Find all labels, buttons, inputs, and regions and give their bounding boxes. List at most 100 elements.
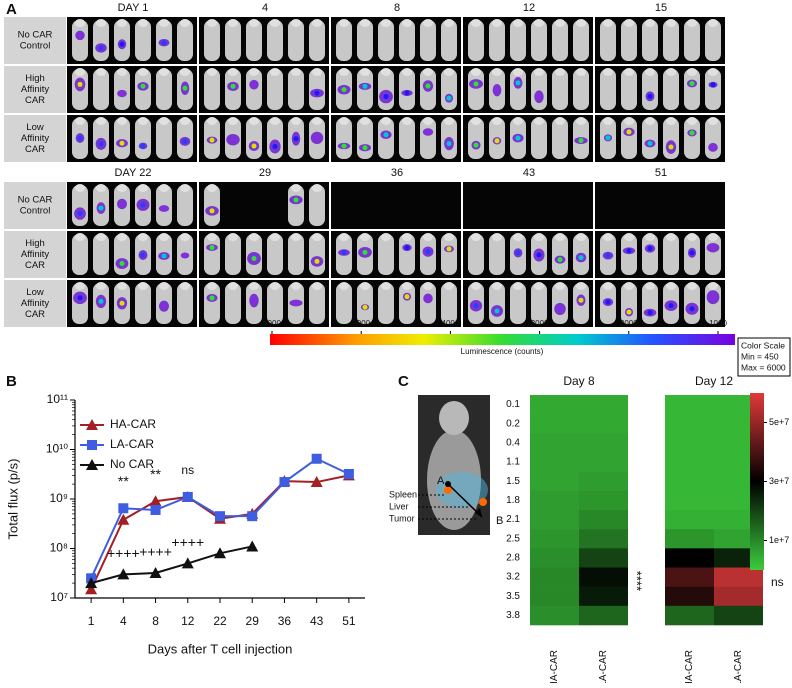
- signal: [446, 246, 452, 252]
- mouse-head: [381, 68, 391, 76]
- signal: [425, 295, 431, 301]
- mouse-head: [513, 233, 523, 241]
- row-label-box: [4, 280, 66, 327]
- mouse-head: [603, 233, 613, 241]
- marker: [182, 491, 193, 502]
- heatmap-cell: [665, 567, 714, 587]
- column-header: 8: [394, 2, 400, 14]
- signal: [404, 90, 410, 96]
- mouse-head: [138, 117, 148, 125]
- column-header: 15: [655, 2, 667, 14]
- mouse-head: [576, 19, 586, 27]
- mouse-head: [492, 68, 502, 76]
- signal: [362, 304, 368, 310]
- mouse: [357, 283, 373, 324]
- point-label: B: [496, 515, 503, 527]
- signal: [494, 308, 500, 314]
- mouse-head: [645, 68, 655, 76]
- signal: [119, 140, 125, 146]
- image-cell: [199, 17, 329, 64]
- mouse-head: [207, 68, 217, 76]
- mouse-head: [339, 117, 349, 125]
- heatmap-cell: [579, 490, 628, 511]
- mouse-head: [270, 19, 280, 27]
- image-cell: [67, 17, 197, 64]
- column-label: LA-CAR: [733, 650, 744, 683]
- signal: [515, 80, 521, 86]
- row-label: 0.2: [506, 418, 520, 429]
- row-label: 2.1: [506, 514, 520, 525]
- mouse-head: [381, 117, 391, 125]
- row-label: CAR: [25, 144, 45, 155]
- signal: [689, 81, 695, 87]
- mouse-head: [513, 19, 523, 27]
- mouse: [399, 234, 415, 275]
- mouse-head: [645, 282, 655, 290]
- signal: [77, 135, 83, 141]
- mouse-head: [138, 184, 148, 192]
- heatmap-cell: [665, 452, 714, 472]
- mouse-head: [402, 282, 412, 290]
- signal: [689, 306, 695, 312]
- y-tick-label: 10⁹: [50, 491, 69, 505]
- mouse-head: [207, 184, 217, 192]
- signal: [668, 144, 674, 150]
- signal: [578, 255, 584, 261]
- signal: [77, 32, 83, 38]
- row-label: Control: [20, 206, 51, 217]
- signal: [98, 45, 104, 51]
- mouse-head: [339, 19, 349, 27]
- mouse: [336, 283, 352, 324]
- mouse: [531, 283, 547, 324]
- significance: ns: [771, 575, 784, 589]
- annotation: **: [150, 466, 161, 482]
- mouse-head: [402, 233, 412, 241]
- heatmap-cell: [665, 471, 714, 492]
- mouse: [114, 69, 130, 110]
- color-scale-box: [737, 337, 791, 377]
- signal: [710, 82, 716, 88]
- mouse-head: [75, 117, 85, 125]
- image-cell: [595, 280, 725, 327]
- mouse-head: [555, 68, 565, 76]
- mouse: [288, 69, 304, 110]
- mouse-head: [555, 282, 565, 290]
- mouse-head: [423, 19, 433, 27]
- mouse-head: [228, 19, 238, 27]
- mouse-head: [645, 19, 655, 27]
- mouse-head: [117, 19, 127, 27]
- signal: [404, 245, 410, 251]
- signal: [98, 141, 104, 147]
- signal: [161, 253, 167, 259]
- mouse: [420, 118, 436, 159]
- color-scale-label: Luminescence (counts): [461, 347, 544, 356]
- mouse: [309, 185, 325, 226]
- marker: [310, 476, 323, 488]
- mouse-head: [75, 19, 85, 27]
- mouse-head: [96, 282, 106, 290]
- mouse-head: [402, 117, 412, 125]
- signal: [77, 81, 83, 87]
- mouse-head: [381, 233, 391, 241]
- mouse: [267, 69, 283, 110]
- mouse: [357, 20, 373, 61]
- x-tick-label: 51: [342, 614, 356, 628]
- mouse-head: [117, 68, 127, 76]
- organ-label: Tumor: [389, 513, 415, 523]
- mouse-head: [444, 117, 454, 125]
- column-header: 43: [523, 167, 535, 179]
- signal: [98, 205, 104, 211]
- mouse: [705, 20, 721, 61]
- mouse-head: [75, 282, 85, 290]
- image-cell: [331, 115, 461, 162]
- column-header: 51: [655, 167, 667, 179]
- signal: [140, 202, 146, 208]
- signal: [293, 300, 299, 306]
- mouse-head: [180, 184, 190, 192]
- heatmap-cell: [665, 490, 714, 511]
- color-scale-tick: 6000: [263, 319, 281, 328]
- mouse: [573, 69, 589, 110]
- mouse-head: [249, 68, 259, 76]
- color-bar: [270, 334, 735, 345]
- legend-label: LA-CAR: [110, 437, 154, 451]
